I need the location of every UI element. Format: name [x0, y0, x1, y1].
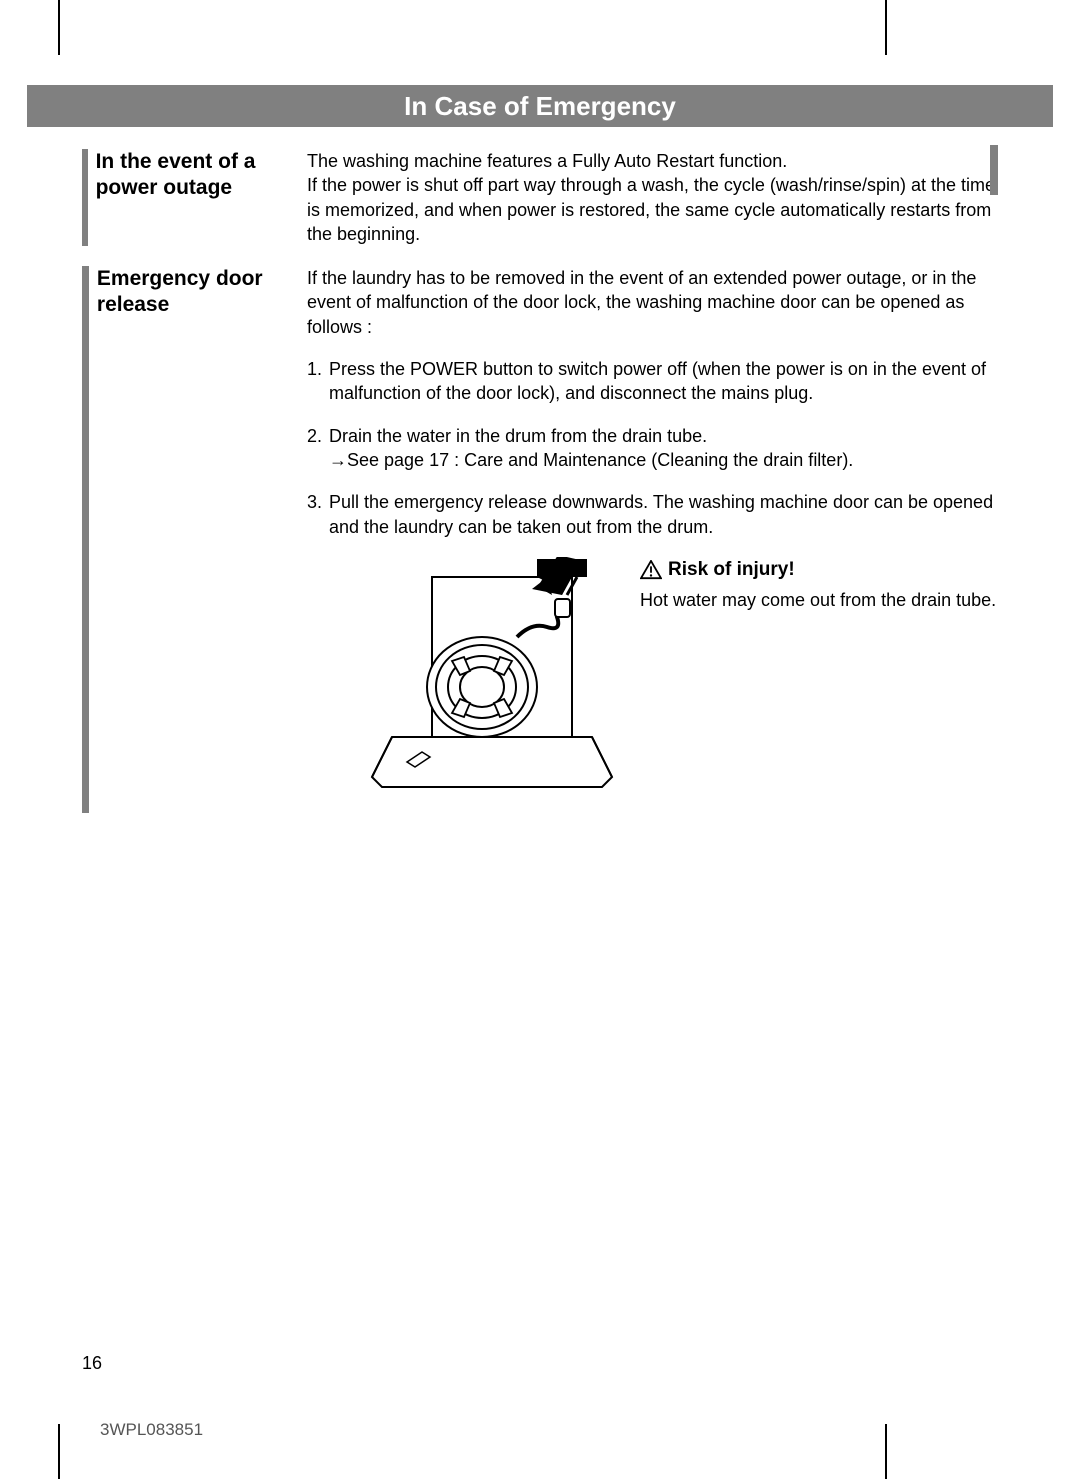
step-number: 2. [307, 424, 329, 473]
section-power-outage: In the event of a power outage The washi… [27, 149, 1053, 246]
section-accent-bar [82, 266, 89, 813]
illustration-row: Risk of injury! Hot water may come out f… [307, 557, 998, 813]
section-door-release: Emergency door release If the laundry ha… [27, 266, 1053, 813]
warning-triangle-icon [640, 560, 662, 580]
document-code: 3WPL083851 [100, 1420, 203, 1440]
arrow-icon: → [329, 450, 347, 470]
warning-text: Hot water may come out from the drain tu… [640, 589, 996, 612]
step-number: 1. [307, 357, 329, 406]
step-item: 3. Pull the emergency release downwards.… [307, 490, 998, 539]
warning-heading: Risk of injury! [668, 557, 795, 583]
page-number: 16 [82, 1353, 102, 1374]
step-item: 2. Drain the water in the drum from the … [307, 424, 998, 473]
section-accent-bar [82, 149, 88, 246]
section-heading-power-outage: In the event of a power outage [96, 149, 307, 202]
section-heading-door-release: Emergency door release [97, 266, 307, 319]
step-text: Drain the water in the drum from the dra… [329, 424, 998, 473]
page-title-bar: In Case of Emergency [27, 85, 1053, 127]
step-list: 1. Press the POWER button to switch powe… [307, 357, 998, 539]
page-title: In Case of Emergency [404, 91, 676, 122]
step-text: Press the POWER button to switch power o… [329, 357, 998, 406]
right-accent-bar [990, 145, 998, 195]
step-item: 1. Press the POWER button to switch powe… [307, 357, 998, 406]
warning-block: Risk of injury! Hot water may come out f… [622, 557, 996, 813]
section-body-power-outage: The washing machine features a Fully Aut… [307, 149, 998, 246]
page-content: In Case of Emergency In the event of a p… [27, 85, 1053, 833]
step-number: 3. [307, 490, 329, 539]
section-intro-door-release: If the laundry has to be removed in the … [307, 266, 998, 339]
drain-filter-illustration [362, 557, 622, 813]
step-text: Pull the emergency release downwards. Th… [329, 490, 998, 539]
